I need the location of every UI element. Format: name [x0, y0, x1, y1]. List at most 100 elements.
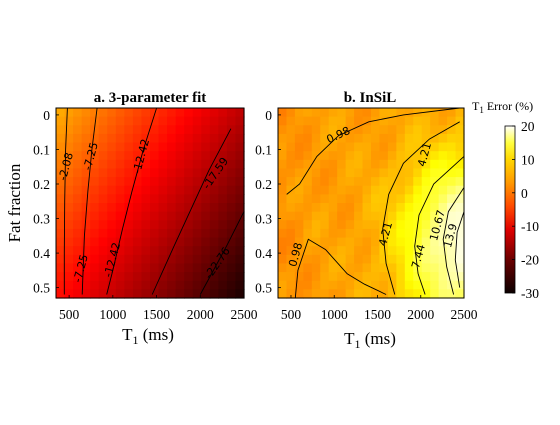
- heatmap-cell: [90, 272, 100, 282]
- heatmap-cell: [226, 220, 237, 230]
- heatmap-cell: [235, 203, 245, 213]
- heatmap-cell: [201, 220, 211, 230]
- heatmap-cell: [387, 263, 397, 273]
- heatmap-cell: [141, 272, 151, 282]
- heatmap-cell: [320, 185, 330, 195]
- contour-line: [81, 107, 98, 295]
- heatmap-cell: [371, 237, 381, 247]
- heatmap-cell: [421, 263, 431, 273]
- heatmap-cell: [430, 177, 440, 187]
- heatmap-cell: [132, 142, 143, 152]
- panel-a-y-ticks: 0 0.1 0.2 0.3 0.4 0.5: [33, 108, 59, 296]
- heatmap-cell: [56, 151, 66, 161]
- heatmap-cell: [115, 159, 125, 170]
- heatmap-cell: [354, 168, 364, 178]
- contour-label: 4.21: [376, 220, 395, 247]
- heatmap-cell: [430, 159, 440, 170]
- heatmap-cell: [371, 254, 381, 265]
- heatmap-cell: [345, 116, 355, 126]
- heatmap-cell: [379, 254, 389, 265]
- heatmap-cell: [184, 211, 194, 221]
- heatmap-cell: [430, 185, 440, 195]
- heatmap-cell: [320, 108, 330, 118]
- contour-line: [442, 187, 465, 295]
- heatmap-cell: [209, 246, 219, 256]
- heatmap-cell: [209, 211, 219, 221]
- heatmap-cell: [396, 108, 406, 118]
- heatmap-cell: [320, 280, 330, 290]
- heatmap-cell: [184, 168, 194, 178]
- y-tick-label: 0.2: [33, 177, 50, 192]
- heatmap-cell: [218, 272, 228, 282]
- heatmap-cell: [328, 211, 338, 221]
- heatmap-cell: [387, 254, 397, 265]
- heatmap-cell: [455, 211, 465, 221]
- heatmap-cell: [379, 263, 389, 273]
- heatmap-cell: [218, 168, 228, 178]
- heatmap-cell: [387, 194, 397, 204]
- heatmap-cell: [107, 125, 117, 135]
- heatmap-cell: [64, 133, 74, 144]
- heatmap-cell: [303, 194, 313, 204]
- heatmap-cell: [354, 203, 364, 213]
- heatmap-cell: [345, 211, 355, 221]
- heatmap-cell: [396, 185, 406, 195]
- heatmap-cell: [64, 108, 74, 118]
- heatmap-cell: [404, 237, 414, 247]
- heatmap-cell: [438, 168, 448, 178]
- heatmap-cell: [98, 185, 108, 195]
- heatmap-cell: [396, 211, 406, 221]
- heatmap-cell: [158, 125, 168, 135]
- heatmap-cell: [158, 142, 168, 152]
- heatmap-cell: [362, 177, 372, 187]
- heatmap-cell: [278, 108, 288, 118]
- heatmap-cell: [337, 254, 347, 265]
- heatmap-cell: [150, 168, 160, 178]
- heatmap-cell: [184, 272, 194, 282]
- heatmap-cell: [345, 289, 355, 299]
- heatmap-cell: [132, 280, 143, 290]
- heatmap-cell: [235, 125, 245, 135]
- heatmap-cell: [387, 116, 397, 126]
- heatmap-cell: [438, 185, 448, 195]
- heatmap-cell: [328, 168, 338, 178]
- heatmap-cell: [73, 289, 83, 299]
- heatmap-cell: [387, 185, 397, 195]
- heatmap-cell: [362, 125, 372, 135]
- heatmap-cell: [132, 151, 143, 161]
- heatmap-cell: [294, 177, 304, 187]
- heatmap-cell: [235, 194, 245, 204]
- heatmap-cell: [175, 280, 185, 290]
- heatmap-cell: [158, 280, 168, 290]
- heatmap-cell: [286, 116, 296, 126]
- y-tick-label: 0.5: [255, 281, 272, 296]
- heatmap-cell: [421, 237, 431, 247]
- heatmap-cell: [328, 272, 338, 282]
- heatmap-cell: [337, 142, 347, 152]
- panel-b-heatmap: [278, 108, 465, 299]
- heatmap-cell: [354, 125, 364, 135]
- heatmap-cell: [362, 203, 372, 213]
- heatmap-cell: [371, 168, 381, 178]
- heatmap-cell: [201, 280, 211, 290]
- heatmap-cell: [167, 263, 177, 273]
- y-tick-label: 0.1: [33, 142, 50, 157]
- heatmap-cell: [192, 203, 202, 213]
- heatmap-cell: [107, 246, 117, 256]
- heatmap-cell: [430, 220, 440, 230]
- heatmap-cell: [303, 177, 313, 187]
- heatmap-cell: [421, 211, 431, 221]
- heatmap-cell: [158, 289, 168, 299]
- heatmap-cell: [354, 246, 364, 256]
- heatmap-cell: [337, 177, 347, 187]
- heatmap-cell: [447, 237, 457, 247]
- heatmap-cell: [337, 159, 347, 170]
- heatmap-cell: [141, 220, 151, 230]
- heatmap-cell: [235, 108, 245, 118]
- heatmap-cell: [455, 151, 465, 161]
- heatmap-cell: [158, 108, 168, 118]
- heatmap-cell: [226, 116, 237, 126]
- panel-a: a. 3-parameter fit -2.08 -7.25-7.25-12.42…: [5, 90, 258, 347]
- heatmap-cell: [311, 211, 321, 221]
